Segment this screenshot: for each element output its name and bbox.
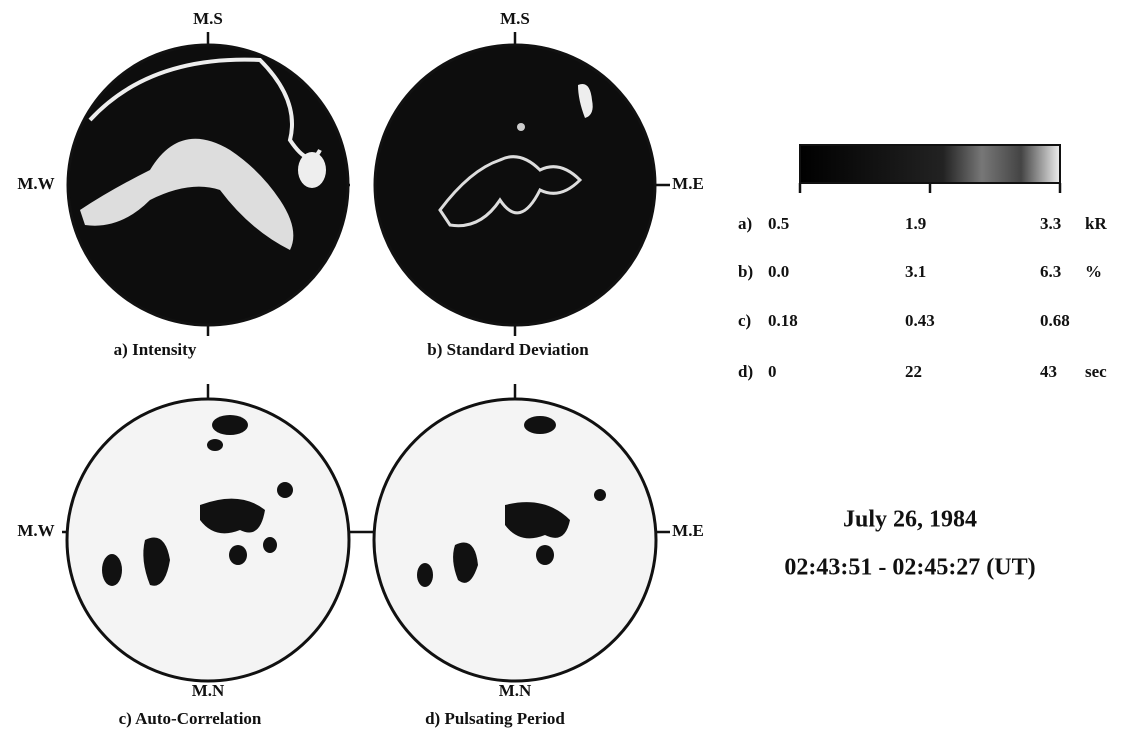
caption: a) Intensity: [114, 340, 197, 359]
scale-cell: b): [738, 262, 753, 281]
caption: c) Auto-Correlation: [119, 709, 262, 728]
scale-cell: 0.18: [768, 311, 798, 330]
scale-cell: 3.3: [1040, 214, 1061, 233]
scale-cell: 6.3: [1040, 262, 1061, 281]
direction-label: M.W: [17, 174, 54, 193]
panel-pulsating-period: M.E M.N d) Pulsating Period: [374, 384, 704, 728]
date: July 26, 1984: [843, 507, 977, 533]
caption: d) Pulsating Period: [425, 709, 565, 728]
scale-cell: %: [1085, 262, 1102, 281]
scale-cell: 0: [768, 362, 777, 381]
caption: b) Standard Deviation: [427, 340, 589, 359]
panel-intensity: M.S M.W a) Intensity: [17, 9, 350, 359]
scale-cell: c): [738, 311, 751, 330]
figure: M.S M.W a) Intensity M.S M.E b) Standard…: [0, 0, 1123, 733]
scale-cell: 0.68: [1040, 311, 1070, 330]
scale-cell: d): [738, 362, 753, 381]
scale-cell: 43: [1040, 362, 1057, 381]
panel-standard-deviation: M.S M.E b) Standard Deviation: [375, 9, 704, 359]
direction-label: M.E: [672, 521, 704, 540]
direction-label: M.N: [192, 681, 225, 700]
scale-cell: 22: [905, 362, 922, 381]
scale-cell: a): [738, 214, 752, 233]
scale-cell: 0.5: [768, 214, 789, 233]
scale-table: a) 0.5 1.9 3.3 kR b) 0.0 3.1 6.3% c) 0.18 0.43 0.68 d…: [738, 214, 1107, 381]
scale-cell: sec: [1085, 362, 1107, 381]
direction-label: M.W: [17, 521, 54, 540]
panel-auto-correlation: M.W M.N c) Auto-Correlation: [17, 384, 380, 728]
scale-cell: 0.43: [905, 311, 935, 330]
scale-cell: 1.9: [905, 214, 926, 233]
scale-cell: 3.1: [905, 262, 926, 281]
direction-label: M.S: [500, 9, 530, 28]
time-range: 02:43:51 - 02:45:27 (UT): [784, 555, 1035, 581]
direction-label: M.E: [672, 174, 704, 193]
scale-cell: kR: [1085, 214, 1107, 233]
color-bar: [800, 145, 1060, 193]
scale-cell: 0.0: [768, 262, 789, 281]
direction-label: M.N: [499, 681, 532, 700]
direction-label: M.S: [193, 9, 223, 28]
